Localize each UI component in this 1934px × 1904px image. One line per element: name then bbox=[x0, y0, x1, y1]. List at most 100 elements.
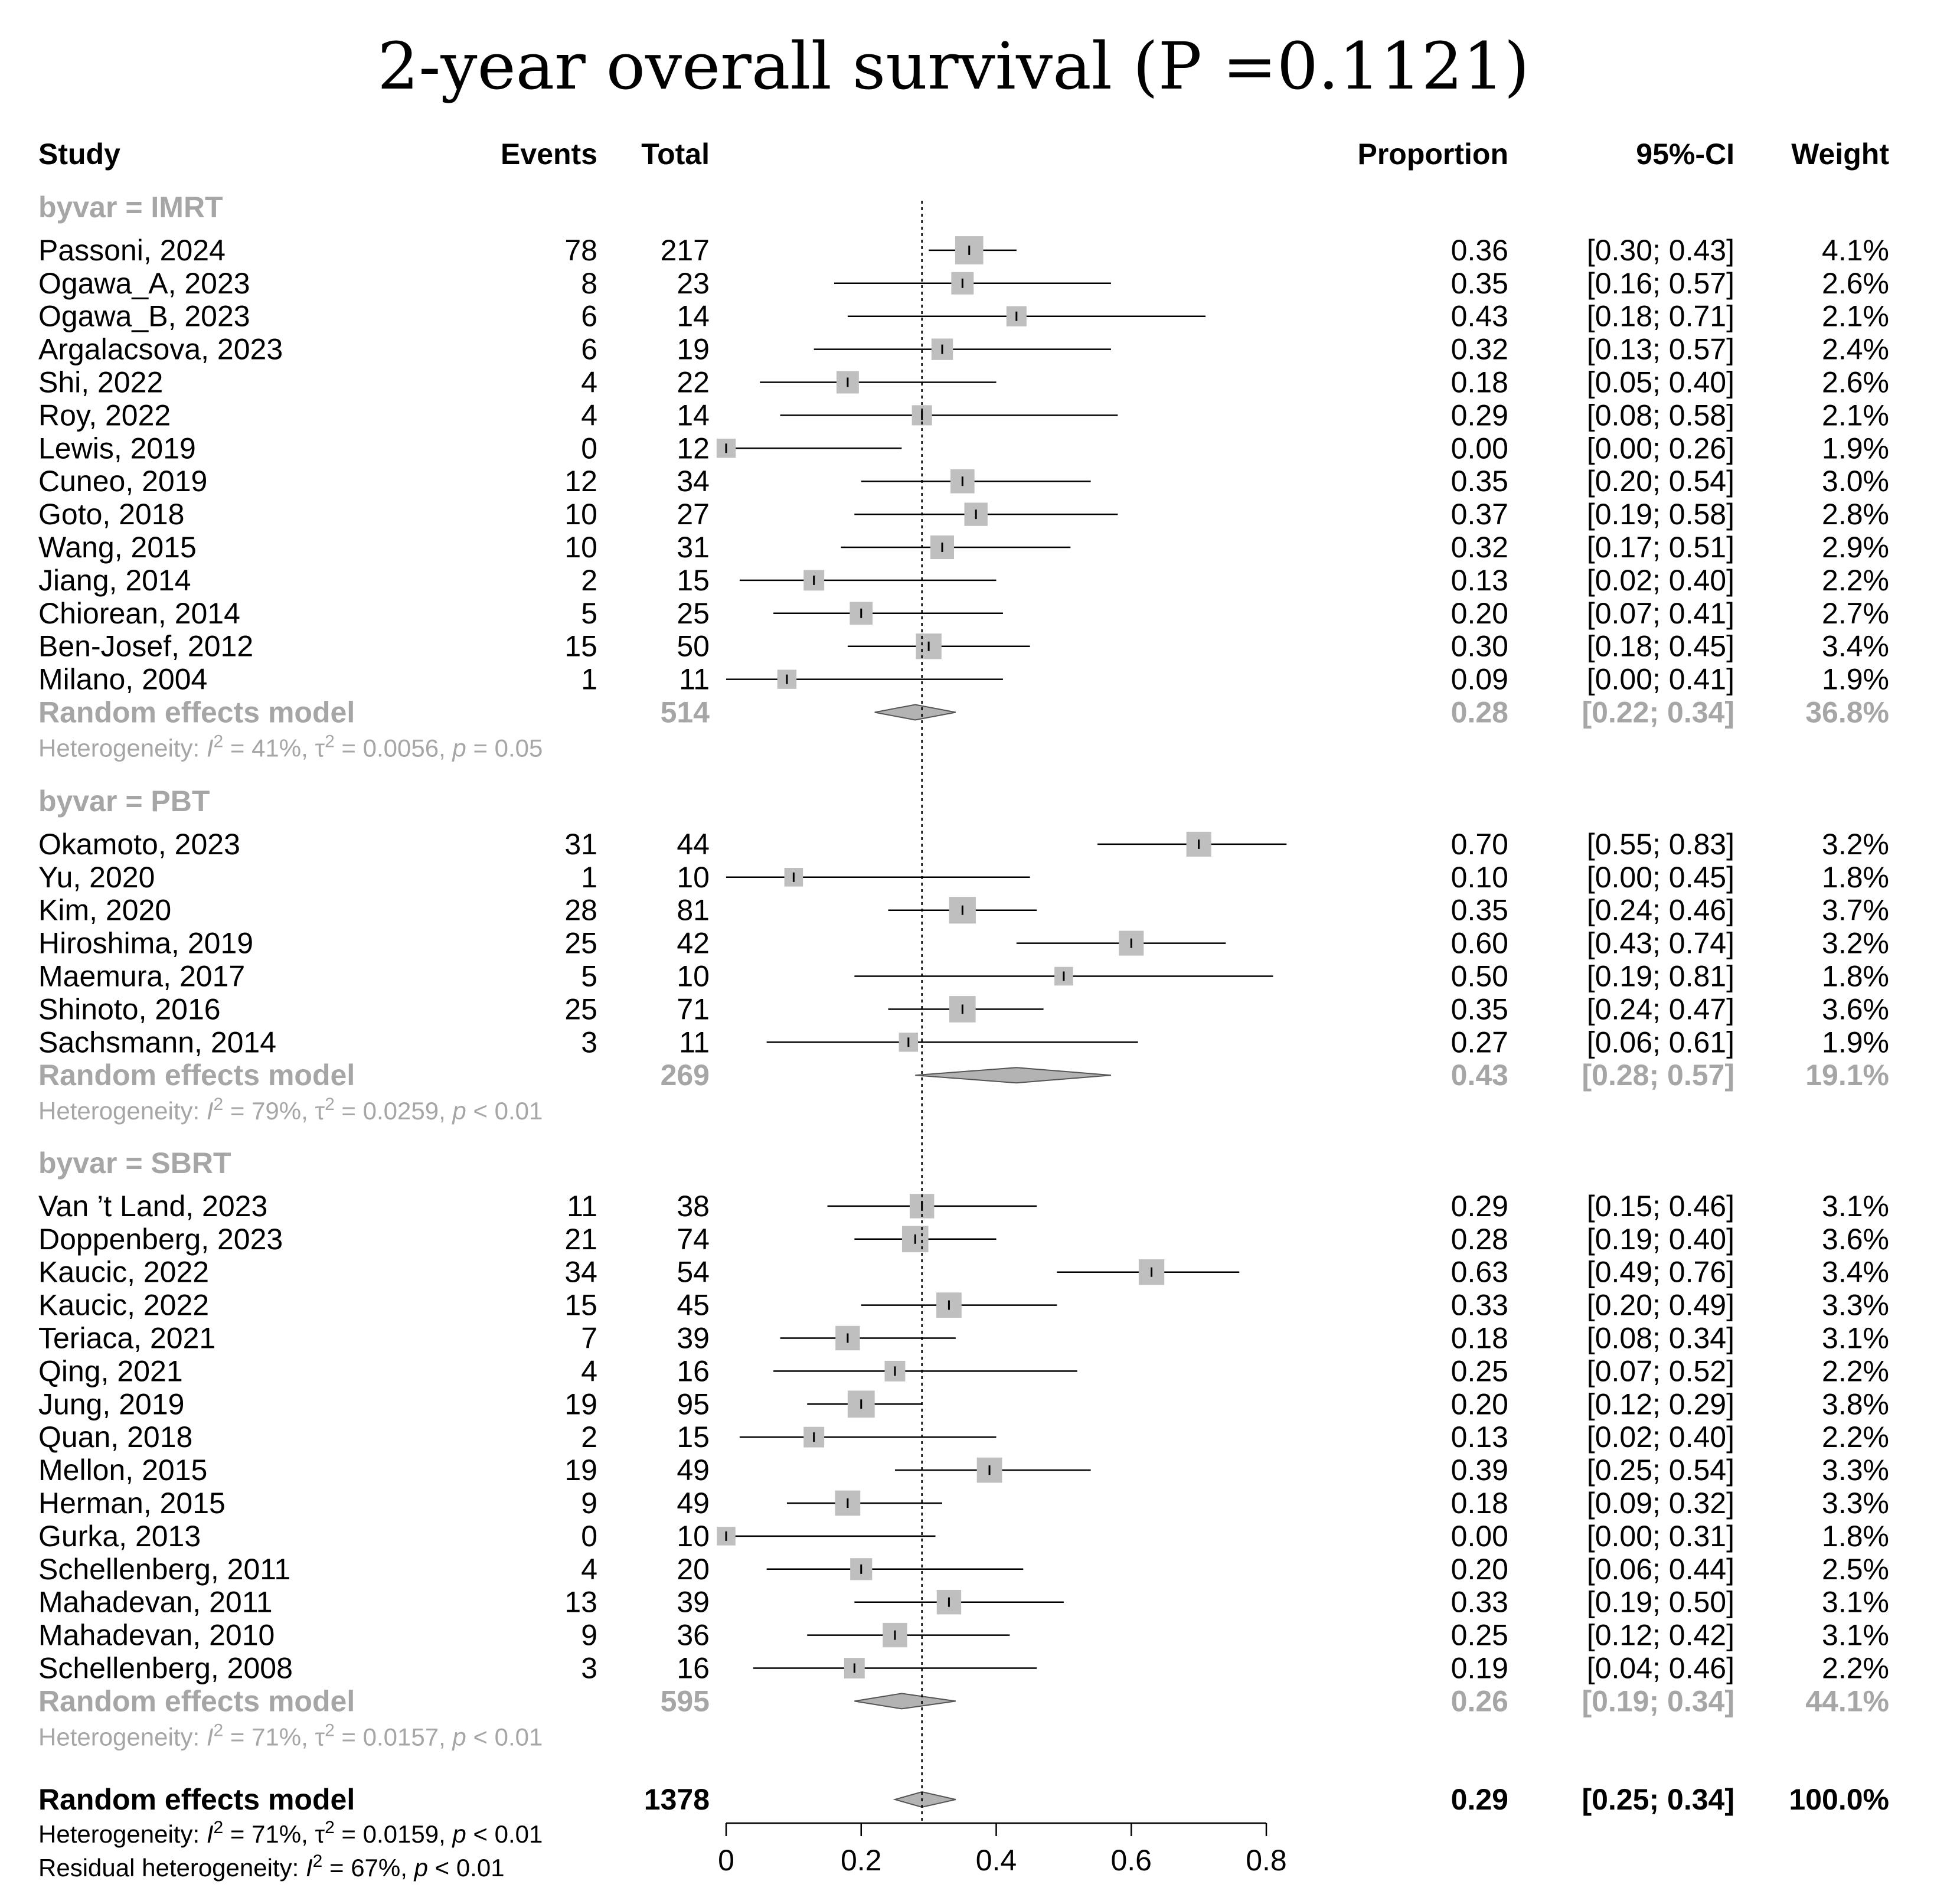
study-total: 44 bbox=[677, 828, 710, 861]
study-weight: 3.6% bbox=[1822, 992, 1889, 1026]
study-proportion: 0.20 bbox=[1451, 1387, 1508, 1420]
study-name: Ogawa_A, 2023 bbox=[38, 267, 250, 300]
study-proportion: 0.63 bbox=[1451, 1256, 1508, 1289]
study-weight: 1.8% bbox=[1822, 861, 1889, 894]
study-name: Doppenberg, 2023 bbox=[38, 1223, 283, 1256]
study-proportion: 0.36 bbox=[1451, 234, 1508, 267]
study-ci: [0.17; 0.51] bbox=[1587, 531, 1734, 564]
subgroup-diamond bbox=[874, 704, 956, 721]
study-proportion: 0.18 bbox=[1451, 1322, 1508, 1355]
subgroup-weight: 44.1% bbox=[1805, 1684, 1889, 1717]
study-events: 15 bbox=[564, 1289, 597, 1322]
study-proportion: 0.25 bbox=[1451, 1354, 1508, 1387]
study-ci: [0.49; 0.76] bbox=[1587, 1256, 1734, 1289]
study-events: 3 bbox=[581, 1652, 597, 1685]
subgroup-total: 514 bbox=[661, 696, 710, 729]
study-events: 9 bbox=[581, 1619, 597, 1652]
study-proportion: 0.20 bbox=[1451, 1553, 1508, 1586]
study-proportion: 0.30 bbox=[1451, 630, 1508, 663]
study-proportion: 0.50 bbox=[1451, 960, 1508, 993]
study-total: 71 bbox=[677, 992, 710, 1026]
overall-heterogeneity: Heterogeneity: I2 = 71%, τ2 = 0.0159, p … bbox=[38, 1818, 543, 1849]
study-total: 20 bbox=[677, 1553, 710, 1586]
study-ci: [0.06; 0.44] bbox=[1587, 1553, 1734, 1586]
group-label: byvar = IMRT bbox=[38, 191, 223, 224]
study-total: 27 bbox=[677, 498, 710, 531]
study-weight: 3.2% bbox=[1822, 828, 1889, 861]
study-ci: [0.18; 0.71] bbox=[1587, 300, 1734, 333]
study-ci: [0.00; 0.45] bbox=[1587, 861, 1734, 894]
overall-ci: [0.25; 0.34] bbox=[1582, 1783, 1734, 1816]
study-events: 4 bbox=[581, 366, 597, 399]
study-total: 54 bbox=[677, 1256, 710, 1289]
header-study: Study bbox=[38, 138, 120, 171]
study-weight: 2.6% bbox=[1822, 366, 1889, 399]
study-events: 6 bbox=[581, 333, 597, 366]
subgroup-total: 269 bbox=[661, 1059, 710, 1092]
study-proportion: 0.18 bbox=[1451, 366, 1508, 399]
study-ci: [0.19; 0.81] bbox=[1587, 960, 1734, 993]
study-ci: [0.07; 0.41] bbox=[1587, 597, 1734, 630]
study-weight: 1.9% bbox=[1822, 432, 1889, 465]
study-name: Shinoto, 2016 bbox=[38, 992, 221, 1026]
study-total: 39 bbox=[677, 1322, 710, 1355]
study-proportion: 0.32 bbox=[1451, 531, 1508, 564]
header-total: Total bbox=[641, 138, 710, 171]
study-total: 10 bbox=[677, 861, 710, 894]
study-weight: 2.2% bbox=[1822, 1354, 1889, 1387]
study-weight: 1.8% bbox=[1822, 1520, 1889, 1553]
subgroup-heterogeneity: Heterogeneity: I2 = 79%, τ2 = 0.0259, p … bbox=[38, 1095, 543, 1125]
study-total: 36 bbox=[677, 1619, 710, 1652]
study-name: Jung, 2019 bbox=[38, 1387, 184, 1420]
subgroup-proportion: 0.28 bbox=[1451, 696, 1508, 729]
study-proportion: 0.37 bbox=[1451, 498, 1508, 531]
study-events: 1 bbox=[581, 861, 597, 894]
study-weight: 1.9% bbox=[1822, 663, 1889, 696]
study-proportion: 0.70 bbox=[1451, 828, 1508, 861]
study-events: 19 bbox=[564, 1387, 597, 1420]
study-weight: 3.0% bbox=[1822, 465, 1889, 498]
study-ci: [0.12; 0.42] bbox=[1587, 1619, 1734, 1652]
study-total: 42 bbox=[677, 927, 710, 960]
group-label: byvar = SBRT bbox=[38, 1147, 231, 1180]
study-weight: 3.1% bbox=[1822, 1619, 1889, 1652]
study-events: 10 bbox=[564, 498, 597, 531]
study-total: 11 bbox=[679, 1026, 710, 1059]
study-events: 5 bbox=[581, 597, 597, 630]
study-events: 0 bbox=[581, 1520, 597, 1553]
study-weight: 2.8% bbox=[1822, 498, 1889, 531]
overall-model-label: Random effects model bbox=[38, 1783, 355, 1816]
study-ci: [0.30; 0.43] bbox=[1587, 234, 1734, 267]
study-total: 49 bbox=[677, 1487, 710, 1520]
study-events: 3 bbox=[581, 1026, 597, 1059]
study-name: Okamoto, 2023 bbox=[38, 828, 240, 861]
header-proportion: Proportion bbox=[1357, 138, 1508, 171]
study-total: 22 bbox=[677, 366, 710, 399]
study-ci: [0.55; 0.83] bbox=[1587, 828, 1734, 861]
study-events: 6 bbox=[581, 300, 597, 333]
study-events: 25 bbox=[564, 992, 597, 1026]
study-name: Mellon, 2015 bbox=[38, 1454, 207, 1487]
study-proportion: 0.43 bbox=[1451, 300, 1508, 333]
subgroup-model-label: Random effects model bbox=[38, 696, 355, 729]
study-total: 50 bbox=[677, 630, 710, 663]
study-weight: 3.6% bbox=[1822, 1223, 1889, 1256]
study-weight: 3.3% bbox=[1822, 1454, 1889, 1487]
study-events: 31 bbox=[564, 828, 597, 861]
study-proportion: 0.00 bbox=[1451, 1520, 1508, 1553]
study-weight: 3.4% bbox=[1822, 1256, 1889, 1289]
overall-diamond bbox=[893, 1791, 956, 1808]
study-name: Quan, 2018 bbox=[38, 1420, 192, 1454]
header-ci: 95%-CI bbox=[1636, 138, 1734, 171]
study-total: 10 bbox=[677, 960, 710, 993]
study-name: Schellenberg, 2008 bbox=[38, 1652, 293, 1685]
study-proportion: 0.32 bbox=[1451, 333, 1508, 366]
study-total: 25 bbox=[677, 597, 710, 630]
subgroup-model-label: Random effects model bbox=[38, 1684, 355, 1717]
study-events: 12 bbox=[564, 465, 597, 498]
study-total: 49 bbox=[677, 1454, 710, 1487]
study-ci: [0.24; 0.47] bbox=[1587, 992, 1734, 1026]
study-events: 4 bbox=[581, 1553, 597, 1586]
study-name: Kaucic, 2022 bbox=[38, 1256, 209, 1289]
study-name: Jiang, 2014 bbox=[38, 564, 191, 597]
